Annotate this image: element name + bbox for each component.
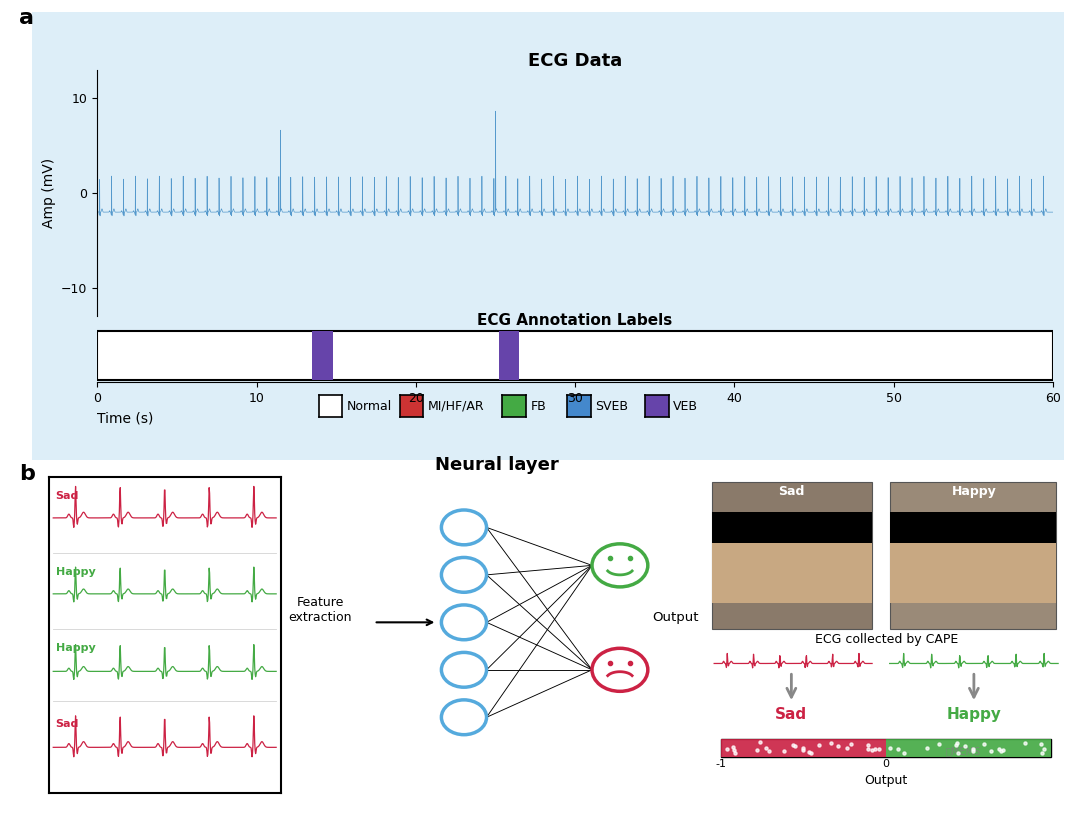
- Text: Time (s): Time (s): [97, 411, 153, 425]
- Text: Sad: Sad: [779, 485, 805, 497]
- Point: [1034, 746, 1051, 760]
- Point: [726, 743, 743, 756]
- Point: [947, 738, 964, 751]
- Point: [725, 741, 742, 754]
- Point: [870, 742, 888, 755]
- Text: Output: Output: [864, 774, 908, 787]
- Text: Sad: Sad: [55, 719, 79, 729]
- Text: a: a: [19, 8, 35, 28]
- Text: ⓂMEMS: ⓂMEMS: [946, 746, 981, 756]
- Bar: [890, 482, 1056, 629]
- Bar: [721, 740, 887, 757]
- Point: [775, 744, 793, 757]
- Point: [800, 746, 818, 759]
- Text: Normal: Normal: [347, 399, 392, 413]
- Point: [760, 745, 778, 758]
- Point: [890, 742, 907, 755]
- Point: [786, 739, 804, 752]
- Text: Happy: Happy: [951, 485, 996, 497]
- Point: [784, 738, 801, 751]
- Point: [1031, 737, 1049, 750]
- Point: [839, 741, 856, 755]
- Point: [727, 746, 744, 760]
- Bar: [499, 331, 519, 380]
- Point: [863, 743, 880, 756]
- Bar: [713, 511, 873, 543]
- Text: ECG collected by CAPE: ECG collected by CAPE: [814, 634, 958, 646]
- Circle shape: [592, 544, 648, 587]
- Title: Neural layer: Neural layer: [435, 456, 558, 473]
- Point: [895, 746, 913, 760]
- Text: Sad: Sad: [775, 707, 808, 723]
- Point: [1016, 736, 1034, 749]
- Point: [983, 744, 1000, 757]
- Point: [1035, 742, 1052, 755]
- Bar: [713, 521, 873, 603]
- Point: [957, 739, 974, 752]
- Bar: [890, 521, 1056, 603]
- Circle shape: [442, 700, 486, 735]
- Point: [866, 743, 883, 756]
- Point: [990, 743, 1008, 756]
- Text: Happy: Happy: [55, 567, 95, 577]
- Text: Happy: Happy: [55, 643, 95, 653]
- Text: MI/HF/AR: MI/HF/AR: [428, 399, 484, 413]
- Bar: [713, 482, 873, 629]
- Bar: [721, 740, 1051, 757]
- Point: [794, 743, 811, 756]
- Point: [860, 738, 877, 751]
- Point: [949, 747, 967, 760]
- Text: SVEB: SVEB: [595, 399, 629, 413]
- Point: [757, 742, 774, 755]
- Point: [975, 737, 993, 750]
- Bar: [890, 511, 1056, 543]
- Point: [748, 744, 766, 757]
- Y-axis label: Amp (mV): Amp (mV): [41, 158, 55, 229]
- Text: b: b: [19, 464, 36, 484]
- Point: [751, 736, 768, 749]
- Point: [930, 737, 947, 750]
- Text: Output: Output: [652, 611, 699, 624]
- Text: VEB: VEB: [673, 399, 698, 413]
- Point: [995, 744, 1012, 757]
- Text: FB: FB: [530, 399, 546, 413]
- Circle shape: [592, 649, 648, 691]
- Text: Feature
extraction: Feature extraction: [288, 596, 352, 624]
- Text: -1: -1: [716, 760, 727, 769]
- Point: [810, 738, 827, 751]
- Point: [842, 737, 860, 750]
- Bar: [312, 331, 333, 380]
- Point: [718, 742, 735, 755]
- Point: [948, 737, 966, 750]
- Point: [794, 741, 811, 755]
- Circle shape: [442, 510, 486, 545]
- Point: [964, 742, 982, 755]
- Circle shape: [442, 605, 486, 640]
- Point: [823, 737, 840, 750]
- Title: ECG Data: ECG Data: [528, 52, 622, 70]
- Point: [919, 741, 936, 755]
- Point: [964, 744, 982, 757]
- Point: [881, 741, 899, 755]
- Point: [993, 745, 1010, 758]
- Text: 0: 0: [882, 760, 890, 769]
- Circle shape: [442, 653, 486, 687]
- Text: Sad: Sad: [55, 491, 79, 501]
- Circle shape: [442, 557, 486, 593]
- Text: Happy: Happy: [946, 707, 1001, 723]
- Point: [860, 742, 877, 755]
- Point: [829, 739, 847, 752]
- Title: ECG Annotation Labels: ECG Annotation Labels: [477, 312, 673, 328]
- Point: [801, 746, 819, 760]
- Bar: [887, 740, 1051, 757]
